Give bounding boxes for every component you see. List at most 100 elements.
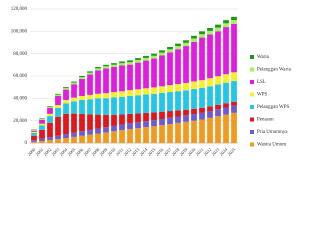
bar-segment — [143, 88, 149, 95]
bar-segment — [143, 127, 149, 143]
bar-segment — [231, 23, 237, 73]
y-tick-label: 20,000 — [13, 119, 27, 124]
bar-segment — [199, 37, 205, 81]
bar-segment — [167, 111, 173, 118]
bar-segment — [175, 116, 181, 123]
bar-segment — [31, 135, 37, 141]
bar-segment — [223, 23, 229, 28]
legend-label: WPS — [257, 93, 268, 98]
bar-segment — [175, 46, 181, 50]
bar-segment — [231, 16, 237, 21]
x-tick-label: 2012 — [123, 147, 133, 157]
bar-segment — [183, 82, 189, 91]
x-tick-label: 2017 — [163, 146, 173, 156]
bar-segment — [215, 31, 221, 77]
bar-segment — [135, 95, 141, 114]
bar-segment — [31, 140, 37, 142]
x-tick-label: 2016 — [155, 146, 165, 156]
bar-segment — [55, 116, 61, 136]
bar-segment — [119, 91, 125, 97]
bar-segment — [31, 130, 37, 131]
x-tick-label: 2021 — [195, 147, 205, 157]
bar-segment — [231, 20, 237, 24]
x-tick-label: 2003 — [51, 146, 61, 156]
legend-swatch — [250, 55, 254, 59]
bar-segment — [127, 90, 133, 96]
bar-segment — [55, 135, 61, 140]
bar-segment — [119, 124, 125, 131]
bar-segment — [47, 137, 53, 141]
bar-segment — [119, 65, 125, 92]
bar-segment — [231, 81, 237, 102]
bar-segment — [79, 95, 85, 101]
x-tick-label: 2007 — [83, 146, 93, 156]
bar-segment — [127, 62, 133, 65]
bar-segment — [79, 135, 85, 143]
x-tick-label: 2006 — [75, 146, 85, 156]
bar-segment — [63, 103, 69, 114]
bar-segment — [31, 141, 37, 143]
bar-segment — [175, 49, 181, 85]
bar-segment — [63, 100, 69, 104]
bar-segment — [95, 133, 101, 143]
y-tick-label: 40,000 — [13, 96, 27, 101]
bar-segment — [191, 120, 197, 143]
bar-segment — [135, 60, 141, 63]
bar-segment — [207, 117, 213, 143]
bar-segment — [103, 68, 109, 94]
x-tick-label: 2025 — [227, 146, 237, 156]
bar-segment — [167, 49, 173, 53]
bar-segment — [191, 114, 197, 121]
bar-segment — [167, 52, 173, 86]
bar-segment — [159, 55, 165, 87]
bar-segment — [183, 121, 189, 143]
bar-segment — [191, 81, 197, 90]
bar-segment — [71, 84, 77, 98]
bar-segment — [39, 129, 45, 139]
bar-segment — [87, 71, 93, 73]
bar-segment — [71, 136, 77, 143]
bar-segment — [71, 113, 77, 133]
bar-segment — [71, 132, 77, 137]
bar-segment — [87, 94, 93, 100]
bar-segment — [199, 107, 205, 113]
bar-segment — [191, 108, 197, 115]
y-tick-label: 80,000 — [13, 52, 27, 57]
bar-segment — [119, 114, 125, 125]
bar-segment — [31, 131, 37, 133]
bar-segment — [215, 84, 221, 105]
bar-segment — [199, 80, 205, 88]
bar-segment — [47, 113, 53, 117]
bar-segment — [151, 87, 157, 94]
bar-segment — [215, 116, 221, 143]
y-tick-label: 120,000 — [11, 7, 28, 12]
bar-segment — [39, 125, 45, 130]
bar-segment — [95, 68, 101, 71]
bar-segment — [47, 116, 53, 123]
bar-segment — [39, 140, 45, 143]
bar-segment — [111, 125, 117, 132]
bar-segment — [39, 138, 45, 141]
bar-segment — [135, 62, 141, 90]
bar-segment — [111, 97, 117, 115]
bar-segment — [71, 82, 77, 85]
bar-segment — [103, 127, 109, 133]
bar-segment — [47, 106, 53, 107]
bar-segment — [207, 86, 213, 107]
bar-segment — [79, 113, 85, 132]
bar-segment — [151, 112, 157, 121]
legend-label: Pelanggan WPS — [257, 105, 289, 110]
bar-segment — [47, 122, 53, 138]
bar-segment — [119, 96, 125, 115]
bar-segment — [31, 130, 37, 132]
bar-segment — [175, 91, 181, 111]
bar-segment — [159, 125, 165, 143]
bar-segment — [191, 41, 197, 82]
x-tick-label: 2014 — [139, 146, 149, 156]
bar-segment — [95, 93, 101, 99]
legend-swatch — [250, 105, 254, 109]
bar-segment — [207, 27, 213, 31]
bar-segment — [215, 24, 221, 28]
bar-segment — [87, 134, 93, 143]
bar-segment — [39, 119, 45, 124]
